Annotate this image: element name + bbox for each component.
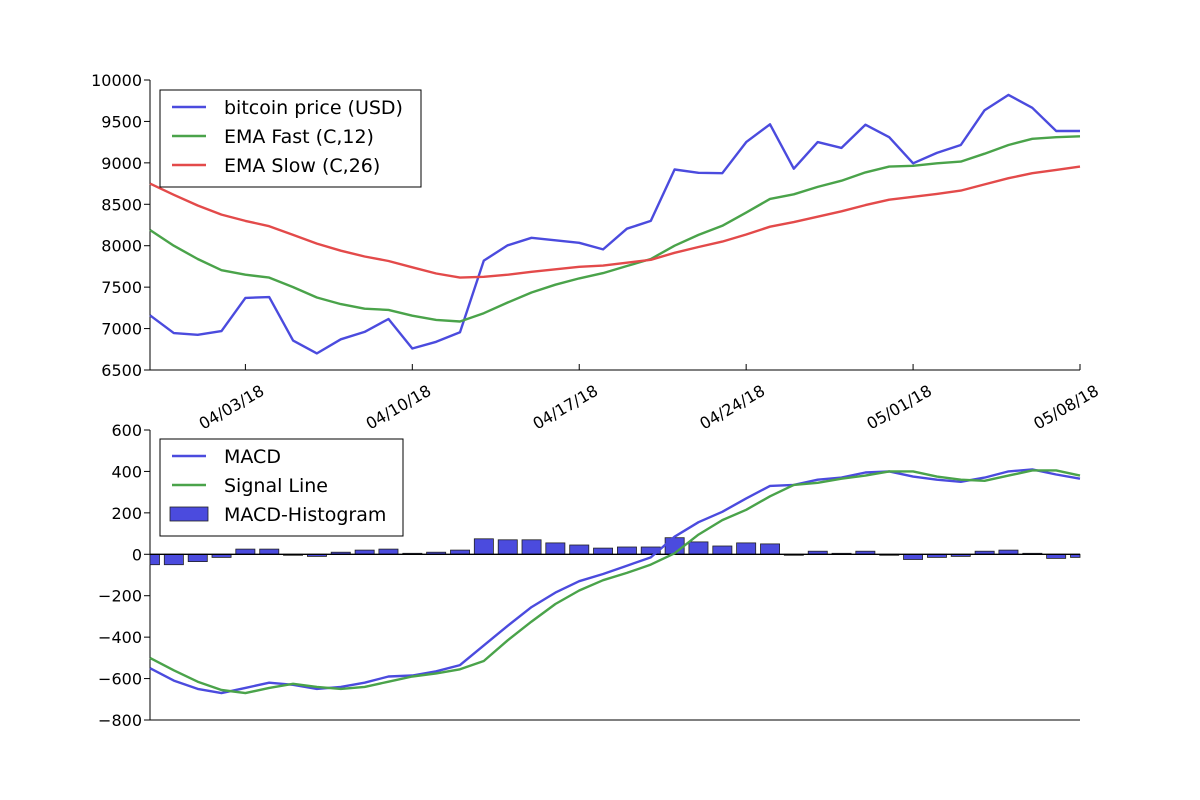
macd-y-tick-label: 0 bbox=[132, 545, 142, 564]
macd-series-line-1 bbox=[149, 469, 1081, 695]
macd-y-tick-label: −400 bbox=[98, 628, 142, 647]
price-series-line-1 bbox=[149, 135, 1081, 323]
macd-y-tick-label: 600 bbox=[111, 421, 142, 440]
price-y-tick-label: 6500 bbox=[101, 361, 142, 380]
macd-histogram-bar bbox=[497, 539, 518, 555]
macd-histogram-bar bbox=[235, 548, 256, 555]
price-y-tick-label: 7500 bbox=[101, 278, 142, 297]
macd-series-line-0 bbox=[149, 468, 1081, 695]
macd-y-tick-label: 200 bbox=[111, 504, 142, 523]
macd-y-tick-label: −600 bbox=[98, 670, 142, 689]
price-x-tick-label: 05/08/18 bbox=[1030, 381, 1102, 433]
price-y-tick-label: 9500 bbox=[101, 112, 142, 131]
macd-histogram-bar bbox=[617, 546, 637, 555]
price-legend-label: bitcoin price (USD) bbox=[224, 97, 403, 119]
macd-histogram-bar bbox=[760, 543, 781, 555]
price-series-line-0 bbox=[149, 93, 1080, 355]
price-legend-label: EMA Fast (C,12) bbox=[224, 126, 374, 148]
macd-histogram-bar bbox=[712, 545, 733, 555]
price-y-tick-label: 7000 bbox=[101, 320, 142, 339]
macd-legend-swatch bbox=[169, 506, 209, 522]
macd-y-tick-label: −200 bbox=[98, 587, 142, 606]
price-x-tick-label: 04/24/18 bbox=[696, 381, 768, 433]
price-ema-panel: 6500 7000 7500 8000 8500 9000 9500 10000 04/03/1… bbox=[91, 71, 1102, 433]
price-y-tick-label: 8500 bbox=[101, 195, 142, 214]
price-y-tick-label: 10000 bbox=[91, 71, 142, 90]
macd-y-tick-label: −800 bbox=[98, 711, 142, 730]
macd-histogram-bar bbox=[354, 549, 375, 555]
macd-histogram-bar bbox=[149, 553, 160, 566]
macd-legend-label: Signal Line bbox=[224, 475, 328, 497]
macd-histogram-bar bbox=[163, 553, 184, 566]
price-y-tick-label: 9000 bbox=[101, 154, 142, 173]
price-x-tick-label: 04/03/18 bbox=[196, 381, 268, 433]
macd-histogram-bar bbox=[473, 538, 494, 555]
price-legend-label: EMA Slow (C,26) bbox=[224, 155, 380, 177]
macd-y-tick-label: 400 bbox=[111, 462, 142, 481]
macd-histogram-bar bbox=[450, 549, 471, 555]
macd-histogram-bar bbox=[569, 544, 590, 555]
price-y-tick-label: 8000 bbox=[101, 237, 142, 256]
macd-histogram-bar bbox=[736, 542, 757, 555]
macd-histogram-bar bbox=[998, 549, 1019, 555]
price-x-tick-label: 04/17/18 bbox=[529, 381, 601, 433]
macd-histogram-bar bbox=[378, 548, 399, 555]
macd-histogram-bar bbox=[259, 548, 280, 555]
macd-histogram-bar bbox=[187, 553, 208, 562]
macd-histogram-bar bbox=[545, 542, 566, 555]
price-legend bbox=[159, 89, 422, 188]
macd-histogram-bar bbox=[593, 547, 614, 555]
macd-histogram-bar bbox=[521, 539, 542, 555]
price-x-tick-label: 04/10/18 bbox=[363, 381, 435, 433]
macd-legend-label: MACD bbox=[224, 446, 281, 468]
macd-panel: −800 −600 −400 −200 0 200 400 600 MACD Signal Lin… bbox=[98, 421, 1081, 730]
macd-histogram-bar bbox=[688, 541, 709, 555]
price-series-line-2 bbox=[149, 165, 1081, 279]
macd-legend-label: MACD-Histogram bbox=[224, 504, 386, 526]
macd-histogram-bar bbox=[903, 553, 924, 560]
price-x-tick-label: 05/01/18 bbox=[863, 381, 935, 433]
